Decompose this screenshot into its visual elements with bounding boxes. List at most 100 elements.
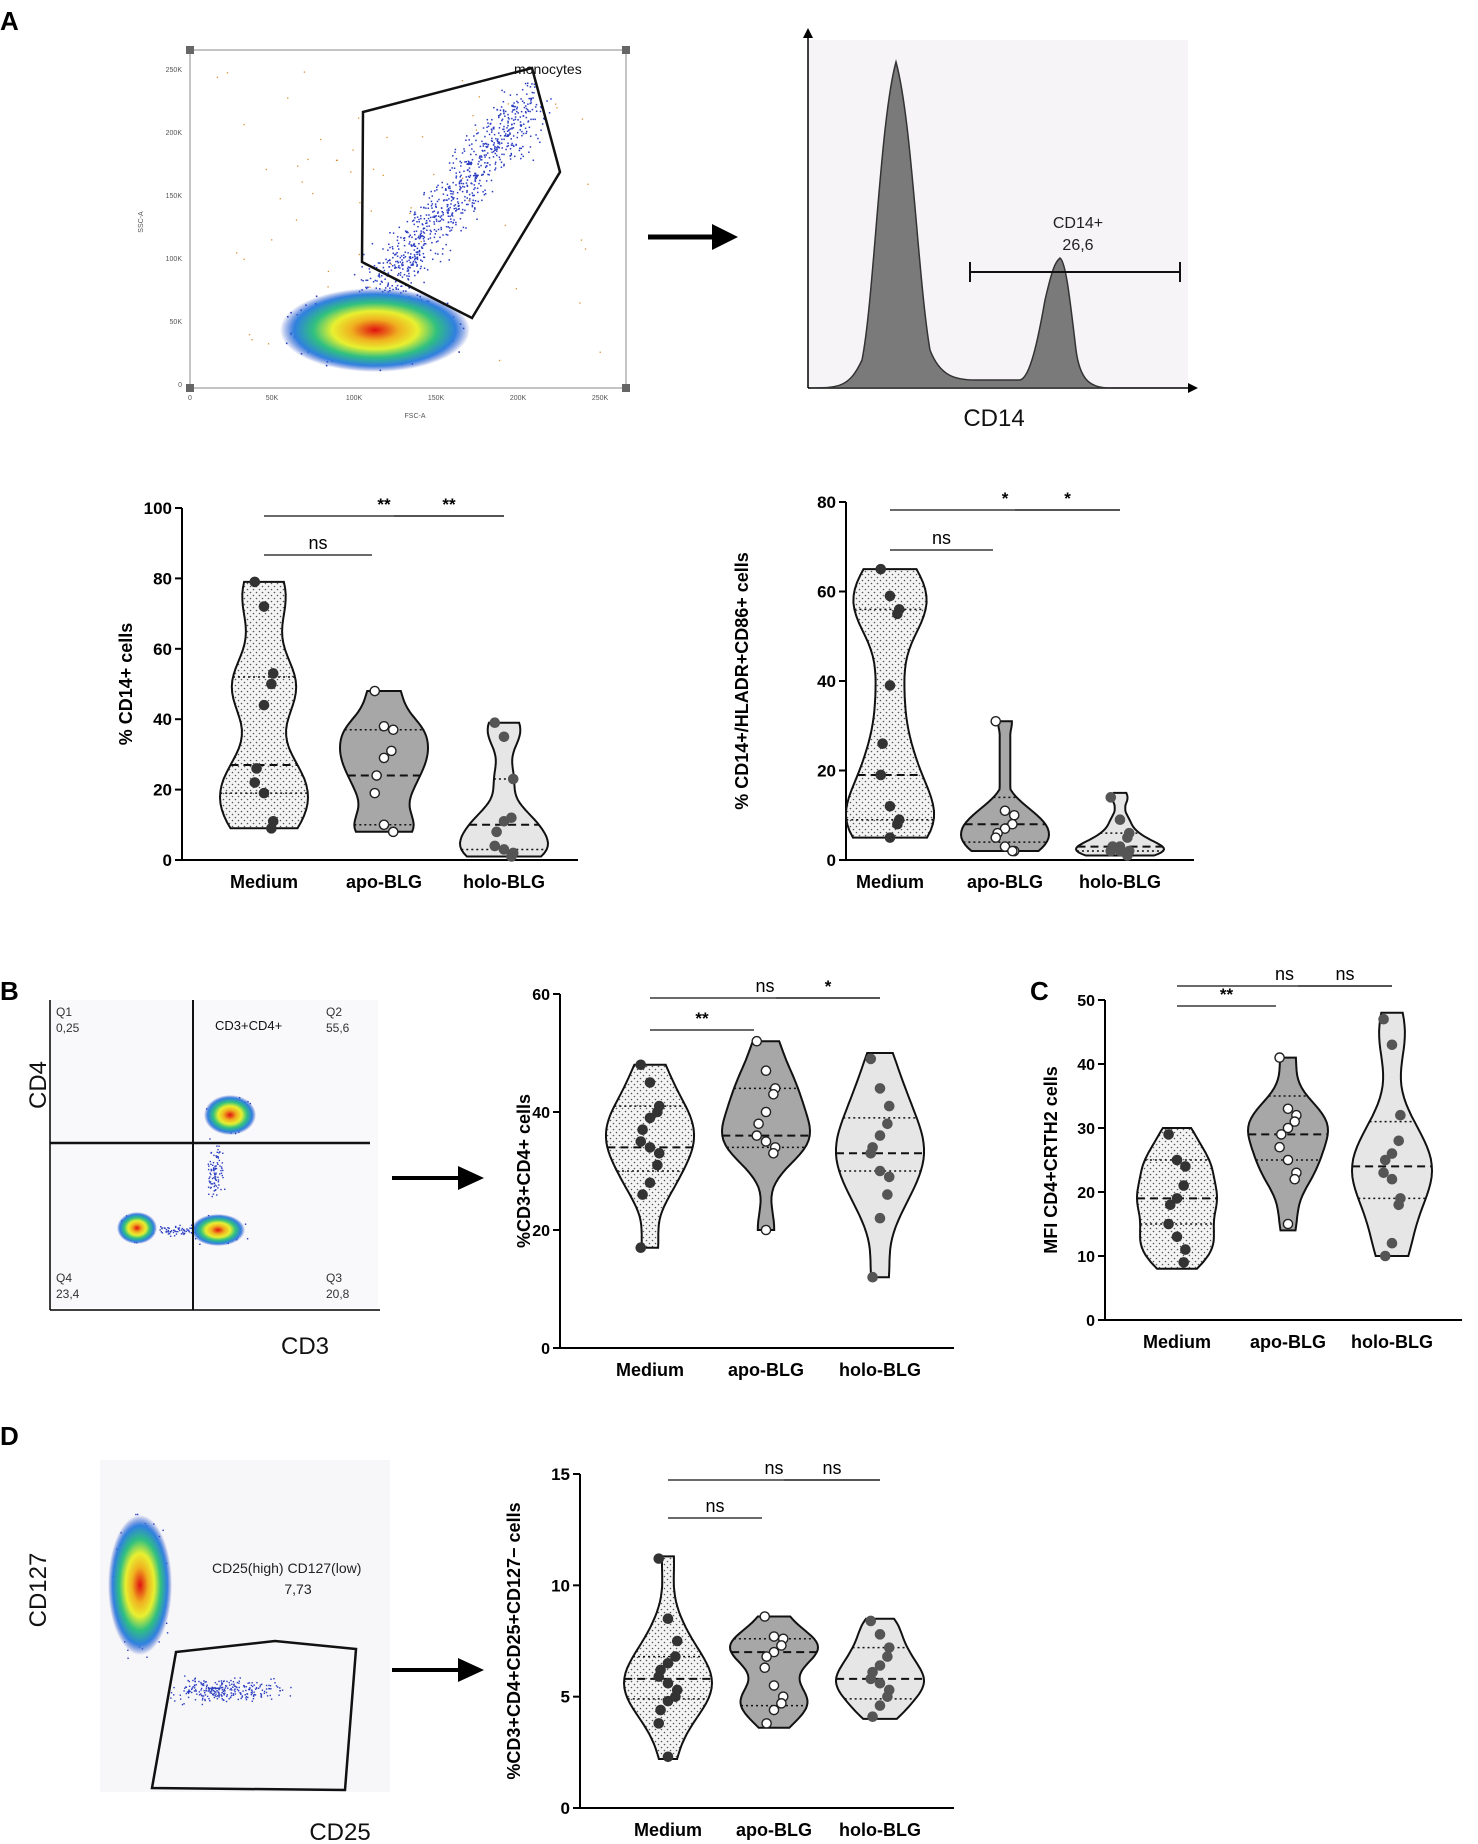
- y-tick-label: 5: [561, 1688, 570, 1707]
- data-point: [884, 680, 896, 691]
- data-point: [874, 1165, 886, 1177]
- y-tick-label: 80: [153, 569, 172, 588]
- data-point: [884, 801, 896, 812]
- data-point: [883, 1100, 895, 1112]
- violin-Medium: [605, 1059, 695, 1253]
- data-point: [249, 576, 261, 588]
- data-point: [498, 731, 510, 743]
- data-point: [266, 678, 277, 690]
- cd127-population: [108, 1515, 172, 1655]
- data-point: [1386, 1237, 1398, 1249]
- data-point: [1275, 1129, 1287, 1140]
- y-axis-label: %CD3+CD4+CD25+CD127− cells: [504, 1502, 524, 1779]
- ssc-axis-ticks: 0 50K 100K 150K 200K 250K: [166, 67, 183, 389]
- population-density-blob: [280, 288, 470, 372]
- category-label: apo-BLG: [1250, 1332, 1326, 1352]
- data-point: [1378, 1167, 1389, 1179]
- data-point: [875, 769, 887, 781]
- significance-label: **: [377, 495, 391, 514]
- y-tick-label: 0: [827, 851, 836, 870]
- quadrant-q3-value: 20,8: [326, 1287, 350, 1301]
- y-axis-label: % CD14+ cells: [116, 623, 136, 746]
- data-point: [1386, 1173, 1398, 1185]
- data-point: [369, 787, 381, 799]
- panel-label-c: C: [1030, 976, 1049, 1006]
- data-point: [884, 832, 896, 843]
- flow-d-treg-plot: CD25(high) CD127(low) 7,73 CD25 CD127: [25, 1460, 390, 1844]
- data-point: [1171, 1193, 1183, 1204]
- data-point: [378, 819, 390, 831]
- fsc-axis-label: FSC-A: [405, 413, 426, 420]
- data-point: [670, 1651, 681, 1662]
- y-tick-label: 40: [532, 1105, 550, 1122]
- data-point: [1171, 1154, 1183, 1166]
- data-point: [760, 1224, 772, 1236]
- category-label: holo-BLG: [1351, 1332, 1433, 1352]
- arrow-right-icon: [392, 1658, 484, 1682]
- data-point: [635, 1136, 647, 1147]
- cd3-single-population: [191, 1214, 245, 1246]
- data-point: [1379, 1250, 1391, 1262]
- y-tick-label: 60: [817, 583, 836, 602]
- violin-holo-BLG: [1074, 791, 1166, 861]
- data-point: [882, 1651, 893, 1662]
- data-point: [1386, 1148, 1398, 1159]
- y-tick-label: 60: [532, 987, 550, 1004]
- cd14-gate-value: 26,6: [1062, 237, 1093, 254]
- cd14-axis-label: CD14: [963, 405, 1024, 432]
- data-point: [662, 1657, 674, 1669]
- violin-holo-BLG: [834, 1615, 926, 1723]
- data-point: [1282, 1122, 1294, 1134]
- data-point: [867, 1711, 878, 1723]
- data-point: [1122, 850, 1133, 861]
- data-point: [498, 844, 510, 855]
- cd14-gate-name: CD14+: [1053, 215, 1103, 232]
- treg-gate-label: CD25(high) CD127(low): [212, 1560, 361, 1576]
- violin-chart-A_cd86: 0 20 40 60 80 % CD14+/HLADR+CD86+ cells Medium…: [732, 489, 1194, 892]
- y-tick-label: 80: [817, 493, 836, 512]
- violin-Medium: [218, 576, 310, 834]
- violin-holo-BLG: [1350, 1011, 1434, 1262]
- y-axis-label: %CD3+CD4+ cells: [514, 1094, 534, 1248]
- significance-label: ns: [764, 1458, 783, 1478]
- data-point: [768, 1148, 779, 1159]
- data-point: [759, 1611, 771, 1622]
- data-point: [644, 1112, 656, 1124]
- panel-label-b: B: [0, 976, 19, 1006]
- data-point: [865, 1615, 877, 1627]
- y-tick-label: 0: [163, 851, 172, 870]
- arrow-right-icon: [648, 224, 738, 250]
- y-tick-label: 100: [144, 499, 172, 518]
- flow-a1-scatter: monocytes 0 50K 100K 150K 200K 250K 0 50K 100K 1…: [138, 46, 630, 420]
- fsc-tick-label: 100K: [346, 395, 363, 402]
- data-point: [258, 601, 270, 612]
- violin-body: [458, 721, 550, 858]
- data-point: [1180, 1161, 1191, 1172]
- data-point: [768, 1631, 780, 1642]
- data-point: [491, 826, 502, 838]
- data-point: [874, 1700, 886, 1711]
- data-point: [1105, 845, 1117, 857]
- data-point: [1282, 1218, 1294, 1230]
- quadrant-q2-name: Q2: [326, 1005, 342, 1019]
- y-tick-label: 0: [541, 1341, 550, 1358]
- significance-label: ns: [932, 528, 951, 548]
- y-tick-label: 40: [153, 710, 172, 729]
- data-point: [369, 685, 381, 697]
- flow-a2-histogram: CD14+ 26,6 CD14: [803, 28, 1198, 432]
- cd14-histogram-curve: [811, 59, 1111, 389]
- data-point: [1282, 1103, 1294, 1115]
- fsc-tick-label: 0: [188, 395, 192, 402]
- category-label: holo-BLG: [839, 1360, 921, 1380]
- ssc-tick-label: 100K: [166, 256, 183, 263]
- data-point: [1395, 1109, 1406, 1121]
- data-point: [874, 1212, 886, 1224]
- y-tick-label: 60: [153, 640, 172, 659]
- y-tick-label: 30: [1077, 1121, 1095, 1138]
- violin-chart-D_treg: 0 5 10 15 %CD3+CD4+CD25+CD127− cells Medium ap…: [504, 1458, 954, 1840]
- y-tick-label: 50: [1077, 993, 1095, 1010]
- data-point: [1393, 1135, 1405, 1147]
- data-point: [882, 1118, 893, 1130]
- y-tick-label: 10: [551, 1576, 570, 1595]
- significance-label: ns: [1275, 964, 1294, 984]
